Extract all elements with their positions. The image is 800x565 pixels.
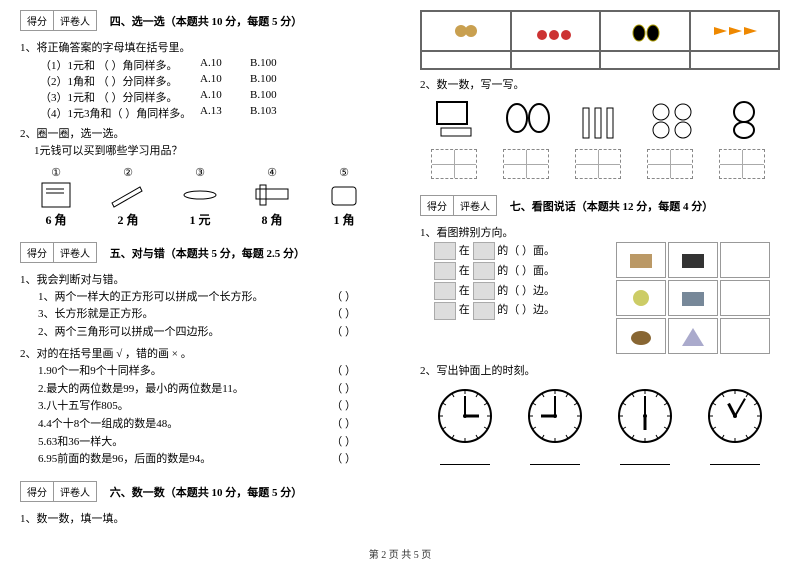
item-3-price: 1 元	[178, 211, 222, 228]
item-2-price: 2 角	[106, 211, 150, 228]
q5-1-1: 1、两个一样大的正方形可以拼成一个长方形。	[38, 289, 264, 307]
ruler-icon	[250, 179, 294, 211]
cherries-icon	[530, 19, 580, 43]
q5-2-2: 2.最大的两位数是99，最小的两位数是11。	[38, 381, 244, 399]
lanterns-icon	[503, 98, 553, 142]
pears-icon	[625, 19, 665, 43]
shop-items: ① 6 角 ② 2 角 ③ 1 元 ④ 8 角 ⑤ 1 角	[20, 166, 380, 228]
item-2-num: ②	[106, 166, 150, 179]
opt-3-a: A.10	[200, 89, 250, 105]
animal-icon	[678, 248, 708, 272]
notebook-icon	[34, 179, 78, 211]
item-4-price: 8 角	[250, 211, 294, 228]
q7-2: 2、写出钟面上的时刻。	[420, 362, 780, 378]
clock-icon	[435, 386, 495, 446]
butterfly-icon	[451, 19, 481, 43]
answer-line	[440, 455, 490, 465]
item-5-price: 1 角	[322, 211, 366, 228]
item-1-price: 6 角	[34, 211, 78, 228]
q5-2-6: 6.95前面的数是96，后面的数是94。	[38, 451, 211, 469]
bears-icon	[647, 98, 697, 142]
section-5-title: 五、对与错（本题共 5 分，每题 2.5 分）	[110, 245, 305, 261]
opt-2-a: A.10	[200, 73, 250, 89]
count-grid	[420, 10, 780, 70]
q5-2: 2、对的在括号里画 √ ，错的画 × 。	[20, 345, 380, 361]
opt-2-b: B.100	[250, 73, 300, 89]
opt-4-label: （4）1元3角和（ ）角同样多。	[40, 105, 200, 121]
q5-1: 1、我会判断对与错。	[20, 271, 380, 287]
q4-1: 1、将正确答案的字母填在括号里。	[20, 39, 380, 55]
item-3-num: ③	[178, 166, 222, 179]
eraser-icon	[322, 179, 366, 211]
clock-icon	[705, 386, 765, 446]
q5-1-2: 3、长方形就是正方形。	[38, 306, 154, 324]
score-label: 得分	[21, 11, 54, 30]
q4-2-sub: 1元钱可以买到哪些学习用品？	[34, 143, 380, 160]
score-box-7: 得分 评卷人	[420, 195, 497, 216]
q6-2: 2、数一数，写一写。	[420, 76, 780, 92]
carrots-icon	[709, 19, 759, 43]
clock-icon	[525, 386, 585, 446]
animal-icon	[626, 248, 656, 272]
candles-icon	[575, 98, 625, 142]
score-box-6: 得分 评卷人	[20, 481, 97, 502]
count-items	[420, 98, 780, 179]
animal-icon	[626, 286, 656, 310]
animal-icon	[626, 324, 656, 348]
item-4-num: ④	[250, 166, 294, 179]
opt-1-b: B.100	[250, 57, 300, 73]
computer-icon	[431, 98, 481, 142]
q5-2-4: 4.4个十8个一组成的数是48。	[38, 416, 178, 434]
q5-1-3: 2、两个三角形可以拼成一个四边形。	[38, 324, 220, 342]
item-1-num: ①	[34, 166, 78, 179]
reviewer-label: 评卷人	[54, 11, 96, 30]
section-4-title: 四、选一选（本题共 10 分，每题 5 分）	[110, 13, 303, 29]
answer-line	[710, 455, 760, 465]
answer-line	[620, 455, 670, 465]
q5-2-1: 1.90个一和9个十同样多。	[38, 363, 162, 381]
opt-2-label: （2）1角和 （ ）分同样多。	[40, 73, 200, 89]
clock-icon	[615, 386, 675, 446]
clocks-row	[420, 386, 780, 465]
item-5-num: ⑤	[322, 166, 366, 179]
page-footer: 第 2 页 共 5 页	[0, 546, 800, 561]
q6-1: 1、数一数，填一填。	[20, 510, 380, 526]
animal-icon	[678, 324, 708, 348]
pencil-icon	[106, 179, 150, 211]
score-box-5: 得分 评卷人	[20, 242, 97, 263]
q5-2-5: 5.63和36一样大。	[38, 434, 123, 452]
opt-1-label: （1）1元和 （ ）角同样多。	[40, 57, 200, 73]
answer-line	[530, 455, 580, 465]
section-6-title: 六、数一数（本题共 10 分，每题 5 分）	[110, 484, 303, 500]
q5-2-3: 3.八十五写作805。	[38, 398, 129, 416]
paren: （ ）	[331, 289, 356, 307]
monkey-icon	[719, 98, 769, 142]
opt-3-label: （3）1元和 （ ）分同样多。	[40, 89, 200, 105]
animal-grid	[616, 242, 770, 354]
thumb-icon	[434, 242, 456, 260]
opt-4-b: B.103	[250, 105, 300, 121]
q7-1: 1、看图辨别方向。	[420, 224, 780, 240]
score-box: 得分 评卷人	[20, 10, 97, 31]
q4-2: 2、圈一圈，选一选。	[20, 125, 380, 141]
animal-icon	[678, 286, 708, 310]
section-7-title: 七、看图说话（本题共 12 分，每题 4 分）	[510, 198, 714, 214]
opt-1-a: A.10	[200, 57, 250, 73]
opt-3-b: B.100	[250, 89, 300, 105]
pen-icon	[178, 179, 222, 211]
opt-4-a: A.13	[200, 105, 250, 121]
